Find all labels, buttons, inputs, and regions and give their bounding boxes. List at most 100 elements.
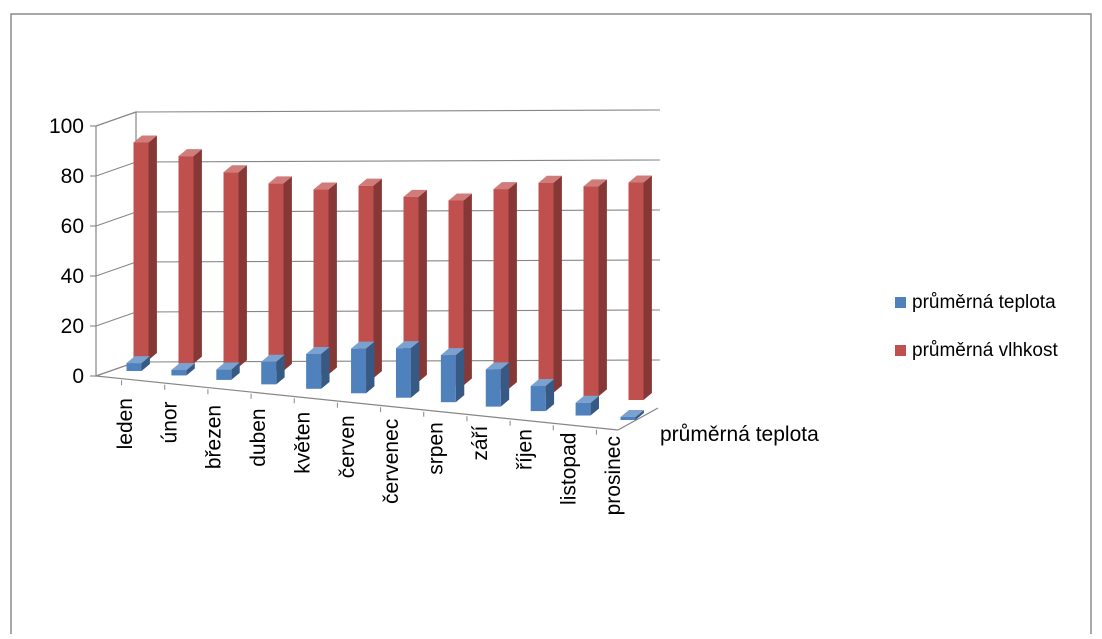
temperature-bar-top — [171, 363, 195, 371]
humidity-bar-front — [358, 185, 374, 379]
gridline-back — [135, 109, 661, 113]
humidity-bar-top — [313, 182, 337, 190]
category-label: leden — [114, 398, 137, 449]
temperature-bar-side — [590, 395, 599, 416]
humidity-bar-top — [178, 149, 202, 157]
gridline-back — [135, 209, 661, 213]
y-axis-ticks: 0 20 40 60 80 100 — [49, 115, 96, 388]
humidity-bar-side — [238, 165, 247, 368]
humidity-bar-front — [223, 172, 239, 368]
temperature-bar-side — [410, 341, 420, 398]
temperature-bar — [440, 348, 465, 403]
temperature-bar-top — [395, 341, 420, 349]
temperature-bar-side — [366, 341, 375, 394]
humidity-bar-side — [328, 182, 337, 375]
bars — [126, 135, 652, 420]
temperature-bar-top — [126, 356, 150, 364]
humidity-bar — [628, 175, 652, 400]
temperature-bar-front — [126, 363, 142, 371]
temperature-bar — [395, 341, 420, 398]
category-label: únor — [158, 401, 181, 443]
category-label: srpen — [425, 422, 448, 475]
temperature-bar-front — [485, 369, 501, 407]
temperature-bar-top — [261, 354, 285, 362]
temperature-bar-front — [395, 348, 411, 398]
humidity-bar-front — [133, 142, 149, 360]
gridline-back — [135, 309, 661, 313]
humidity-bar-side — [553, 175, 562, 393]
gridline-side — [95, 311, 137, 327]
category-label: říjen — [513, 429, 536, 470]
y-tick-label: 100 — [49, 115, 84, 138]
temperature-bar-side — [231, 362, 240, 380]
humidity-bar-side — [463, 193, 472, 386]
temperature-bar-side — [635, 410, 644, 420]
category-label: květen — [291, 412, 314, 474]
humidity-bar-side — [148, 135, 157, 360]
category-label: listopad — [558, 433, 581, 505]
humidity-bar — [583, 179, 607, 397]
category-label: červen — [336, 415, 359, 478]
humidity-bar — [223, 165, 247, 368]
humidity-bar — [178, 149, 202, 364]
humidity-bar-front — [178, 156, 194, 364]
legend: průměrná teplota průměrná vlhkost — [895, 292, 1058, 361]
temperature-bar — [171, 363, 195, 376]
humidity-bar-front — [268, 183, 284, 371]
y-tick-label: 40 — [61, 265, 84, 288]
legend-swatch — [895, 297, 906, 308]
category-label: duben — [247, 408, 270, 466]
temperature-bar-front — [351, 348, 367, 394]
humidity-bar-top — [448, 193, 472, 201]
temperature-bar-top — [575, 395, 599, 403]
gridline-side — [95, 161, 137, 177]
temperature-bar — [620, 410, 644, 420]
legend-swatch — [895, 345, 906, 356]
floor-right-edge — [617, 407, 659, 431]
gridline-side — [95, 261, 137, 277]
temperature-bar — [126, 356, 150, 371]
humidity-bar-top — [358, 178, 382, 186]
humidity-bar-side — [643, 175, 652, 400]
humidity-bar — [133, 135, 157, 360]
humidity-bar-top — [403, 189, 427, 197]
x-axis-labels: leden únor březen duben květen červen červenec… — [114, 380, 625, 515]
category-label: září — [469, 425, 492, 460]
humidity-bar-front — [448, 200, 464, 386]
humidity-bar-front — [493, 189, 509, 390]
humidity-bar-side — [283, 176, 292, 371]
temperature-bar-front — [440, 355, 456, 403]
temperature-bar-front — [261, 361, 277, 385]
gridline-back — [135, 259, 661, 263]
temperature-bar — [261, 354, 285, 385]
category-label: březen — [203, 405, 226, 469]
humidity-bar-side — [508, 182, 517, 390]
humidity-bar — [538, 175, 562, 393]
humidity-bar-side — [418, 189, 427, 382]
temperature-bar-side — [141, 356, 150, 371]
humidity-bar-side — [193, 149, 202, 364]
gridline-side — [95, 211, 137, 227]
temperature-bar-top — [351, 341, 375, 349]
gridline-side — [95, 111, 137, 127]
temperature-bar-side — [500, 362, 510, 407]
temperature-bar — [306, 346, 330, 389]
y-tick-label: 0 — [72, 365, 84, 388]
humidity-bar-front — [538, 182, 554, 393]
humidity-bar — [403, 189, 427, 382]
humidity-bar — [448, 193, 472, 386]
temperature-bar-side — [455, 348, 465, 403]
temperature-bar-front — [530, 386, 546, 412]
temperature-bar-top — [530, 379, 555, 387]
humidity-bar-front — [313, 189, 329, 375]
y-tick-label: 20 — [61, 315, 84, 338]
humidity-bar-side — [598, 179, 607, 397]
temperature-bar — [485, 362, 510, 407]
humidity-bar — [268, 176, 292, 371]
humidity-bar-front — [403, 196, 419, 382]
temperature-bar — [530, 379, 555, 412]
y-tick-label: 60 — [61, 215, 84, 238]
temperature-bar-side — [276, 354, 285, 385]
